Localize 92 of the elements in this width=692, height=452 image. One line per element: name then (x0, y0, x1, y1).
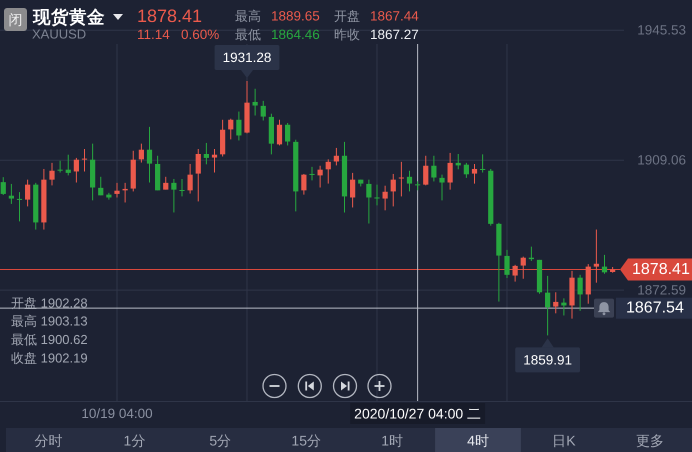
badge: 闭 (4, 8, 27, 31)
annotation: 1931.28 (222, 50, 272, 65)
y-tick-label: 1945.53 (637, 22, 686, 38)
header-stat: 0.60% (181, 27, 220, 42)
tab-label: 更多 (636, 432, 664, 448)
candlestick (309, 166, 315, 181)
header-stat: 最高 1889.65 (235, 8, 320, 24)
annotation: 1859.91 (523, 352, 572, 368)
candlestick (528, 246, 534, 262)
tab-label: 1时 (381, 432, 403, 448)
candlestick (8, 183, 14, 204)
candlestick (122, 182, 128, 203)
candlestick (179, 178, 185, 197)
info-line: 最低 1900.62 (11, 332, 88, 347)
candlestick (456, 153, 461, 170)
candlestick (16, 192, 22, 222)
x-tick-label: 10/19 04:00 (81, 406, 153, 421)
candlestick (423, 155, 428, 186)
candlestick (146, 126, 152, 184)
tooltip: 1931.28 (214, 45, 280, 78)
header-stat: 1878.41 (137, 6, 202, 26)
candlestick (212, 148, 218, 174)
subtitle: XAUUSD (32, 26, 86, 42)
candlestick (301, 173, 306, 196)
candlestick (66, 154, 71, 176)
y-tick-label: 1872.59 (637, 282, 686, 298)
tab-label: 5分 (209, 432, 232, 448)
ref-line-label: 1867.54 (626, 300, 684, 317)
candlestick (512, 264, 518, 282)
title: 现货黄金 (33, 7, 105, 27)
candlestick (390, 173, 396, 207)
candlestick (561, 298, 566, 316)
candlestick (439, 174, 445, 201)
candlestick (366, 179, 372, 224)
candlestick (398, 161, 404, 197)
tab-label: 15分 (291, 432, 321, 448)
candlestick (448, 152, 453, 190)
candlestick (188, 163, 193, 194)
candlestick (260, 100, 266, 121)
info-line: 收盘 1902.19 (11, 350, 88, 366)
candlestick (504, 249, 510, 279)
candlestick (318, 165, 323, 188)
candlestick (578, 274, 583, 312)
candlestick (350, 172, 356, 208)
ref-line-tag: 1867.54 (616, 298, 692, 319)
candlestick (114, 182, 120, 198)
candlestick (82, 148, 88, 172)
y-tick-label: 1909.06 (637, 152, 686, 168)
candlestick (236, 111, 242, 141)
candlestick (98, 176, 104, 196)
candlestick (163, 176, 168, 190)
candlestick (431, 155, 436, 182)
x-tick-label: 2020/10/27 04:00 二 (354, 406, 482, 422)
candlestick (464, 162, 469, 178)
candlestick (25, 179, 30, 207)
candlestick (276, 119, 282, 146)
candlestick (252, 88, 258, 116)
info-line: 开盘 1902.28 (11, 296, 88, 310)
tab-label: 分时 (34, 432, 62, 448)
candlestick (374, 184, 380, 206)
candlestick (334, 147, 339, 166)
candlestick (204, 142, 209, 165)
tab-label: 日K (552, 432, 576, 448)
x-tick-label: 2020/10/27 04:00 二 (350, 403, 486, 424)
candlestick (228, 118, 234, 140)
tab: 4时 (435, 428, 521, 452)
candlestick (472, 163, 478, 184)
header-stat: 11.14 (137, 27, 170, 42)
candlestick (382, 185, 388, 211)
ref-line-label: 1878.41 (632, 260, 690, 278)
candlestick (49, 162, 55, 186)
candlestick (138, 143, 144, 164)
candlestick (74, 157, 79, 184)
candlestick (553, 292, 558, 314)
header-stat: 昨收 1867.27 (334, 27, 419, 42)
candlestick (285, 122, 290, 146)
tooltip: 1859.91 (515, 338, 580, 372)
header-stat: 最低 1864.46 (235, 27, 320, 42)
candlestick (602, 254, 608, 274)
candlestick (171, 178, 176, 213)
candlestick (0, 176, 6, 196)
candlestick (406, 170, 412, 192)
info-line: 最高 1903.13 (11, 314, 88, 328)
candlestick (545, 275, 550, 336)
candlestick (520, 256, 526, 280)
candlestick (326, 158, 331, 184)
tab-label: 1分 (124, 432, 146, 448)
candlestick (480, 154, 486, 174)
candlestick (196, 148, 201, 202)
candlestick (58, 160, 63, 174)
header-stat: 开盘 1867.44 (334, 8, 419, 24)
ref-line-tag: 1878.41 (620, 258, 692, 280)
